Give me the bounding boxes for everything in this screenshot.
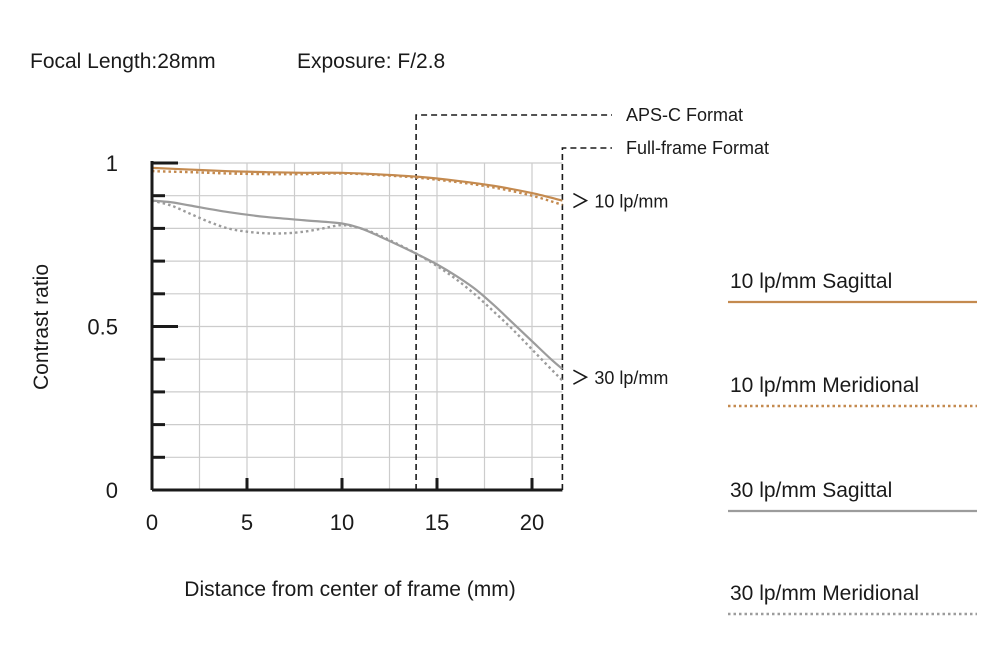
legend-item: 10 lp/mm Meridional [728,374,977,408]
format-marker-line [415,114,612,490]
line-label: 30 lp/mm [594,368,668,388]
tick-labels: 0 5 10 15 20 0 0.5 1 [87,151,544,535]
y-axis-label: Contrast ratio [30,264,53,390]
x-tick-label: 5 [241,510,253,535]
series-line-30-lp-mm-meridional [151,199,564,382]
legend-item: 30 lp/mm Sagittal [728,479,977,513]
line-label: 10 lp/mm [594,192,668,212]
legend-item: 10 lp/mm Sagittal [728,270,977,304]
legend-label: 30 lp/mm Meridional [730,582,919,605]
x-tick-label: 20 [520,510,544,535]
x-axis-label: Distance from center of frame (mm) [184,578,515,601]
y-tick-label: 1 [106,151,118,176]
series-lines [151,166,564,382]
series-line-30-lp-mm-sagittal [151,199,564,370]
grid-lines [152,162,563,490]
y-tick-label: 0.5 [87,315,118,340]
line-label-chevron [573,369,589,385]
series-line-10-lp-mm-meridional [151,169,563,207]
legend-label: 10 lp/mm Meridional [730,374,919,397]
exposure-label: Exposure: F/2.8 [297,50,445,73]
line-labels: 10 lp/mm 30 lp/mm [573,192,668,388]
format-label: APS-C Format [626,105,743,125]
line-label-group: 30 lp/mm [573,368,668,388]
axes [150,161,563,492]
x-tick-label: 15 [425,510,449,535]
format-label: Full-frame Format [626,138,769,158]
legend-label: 10 lp/mm Sagittal [730,270,892,293]
x-tick-label: 10 [330,510,354,535]
format-markers: APS-C Format Full-frame Format [415,105,769,490]
legend-label: 30 lp/mm Sagittal [730,479,892,502]
y-tick-label: 0 [106,478,118,503]
focal-length-label: Focal Length:28mm [30,50,216,73]
legend-item: 30 lp/mm Meridional [728,582,977,616]
legend: 10 lp/mm Sagittal 10 lp/mm Meridional 30 l… [728,270,977,616]
x-tick-label: 0 [146,510,158,535]
line-label-group: 10 lp/mm [573,192,668,212]
line-label-chevron [573,192,589,209]
format-marker-line [561,147,612,490]
